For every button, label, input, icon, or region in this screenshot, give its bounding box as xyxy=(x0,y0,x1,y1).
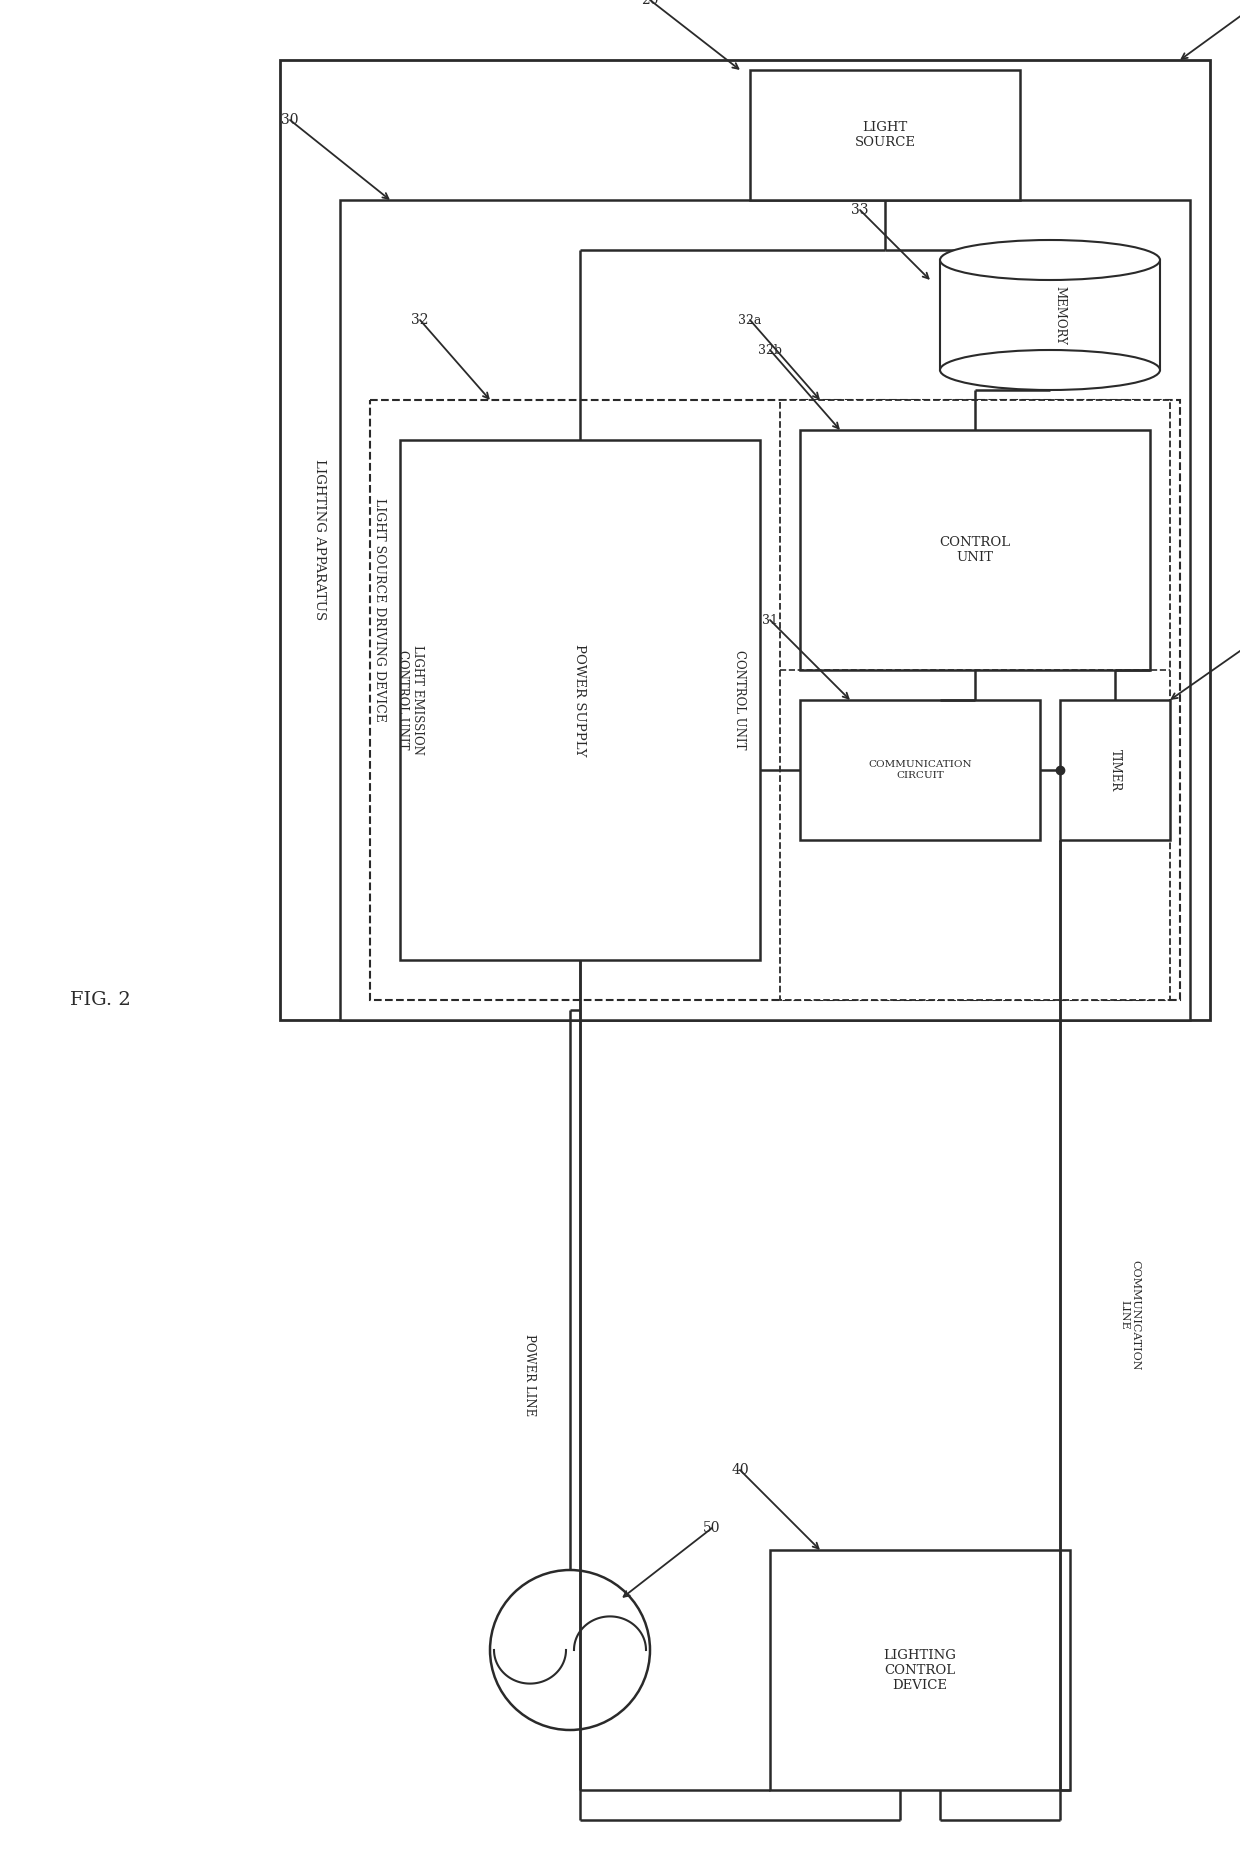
Text: POWER LINE: POWER LINE xyxy=(523,1335,537,1416)
Text: LIGHT SOURCE DRIVING DEVICE: LIGHT SOURCE DRIVING DEVICE xyxy=(373,498,387,722)
Text: 32a: 32a xyxy=(738,313,761,326)
Text: LIGHTING APPARATUS: LIGHTING APPARATUS xyxy=(314,459,326,620)
FancyBboxPatch shape xyxy=(401,441,760,961)
FancyBboxPatch shape xyxy=(800,429,1149,670)
Text: 50: 50 xyxy=(703,1522,720,1534)
FancyBboxPatch shape xyxy=(340,200,1190,1020)
Text: 20: 20 xyxy=(641,0,658,7)
Text: 30: 30 xyxy=(281,113,299,128)
FancyBboxPatch shape xyxy=(1060,700,1171,840)
Text: LIGHT EMISSION
CONTROL UNIT: LIGHT EMISSION CONTROL UNIT xyxy=(396,644,424,755)
Text: 32: 32 xyxy=(412,313,429,328)
Text: FIG. 2: FIG. 2 xyxy=(69,990,130,1009)
FancyBboxPatch shape xyxy=(770,1549,1070,1790)
FancyBboxPatch shape xyxy=(940,259,1159,370)
Text: CONTROL UNIT: CONTROL UNIT xyxy=(734,650,746,750)
Text: COMMUNICATION
LINE: COMMUNICATION LINE xyxy=(1120,1261,1141,1370)
Text: LIGHT
SOURCE: LIGHT SOURCE xyxy=(854,120,915,148)
Text: 40: 40 xyxy=(732,1462,749,1477)
Text: 31: 31 xyxy=(763,613,777,626)
Text: CONTROL
UNIT: CONTROL UNIT xyxy=(940,537,1011,565)
FancyBboxPatch shape xyxy=(370,400,1180,1000)
Text: POWER SUPPLY: POWER SUPPLY xyxy=(573,644,587,757)
Text: TIMER: TIMER xyxy=(1109,750,1121,790)
FancyBboxPatch shape xyxy=(750,70,1021,200)
FancyBboxPatch shape xyxy=(780,400,1171,1000)
Text: COMMUNICATION
CIRCUIT: COMMUNICATION CIRCUIT xyxy=(868,761,972,779)
Text: MEMORY: MEMORY xyxy=(1054,285,1066,344)
Ellipse shape xyxy=(940,241,1159,280)
FancyBboxPatch shape xyxy=(280,59,1210,1020)
Text: 32b: 32b xyxy=(758,344,782,357)
Text: 33: 33 xyxy=(851,204,869,217)
Text: LIGHTING
CONTROL
DEVICE: LIGHTING CONTROL DEVICE xyxy=(884,1649,956,1692)
Ellipse shape xyxy=(940,350,1159,391)
Circle shape xyxy=(490,1570,650,1731)
FancyBboxPatch shape xyxy=(800,700,1040,840)
